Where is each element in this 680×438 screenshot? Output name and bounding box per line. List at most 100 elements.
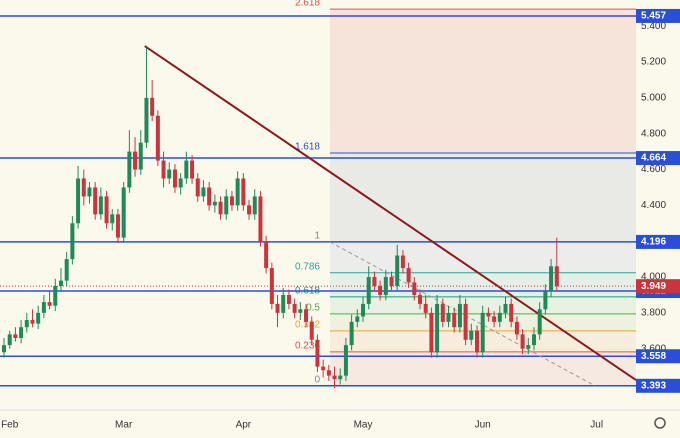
- fib-band: [329, 9, 636, 153]
- candle-body: [155, 115, 160, 161]
- candle-body: [549, 266, 554, 292]
- candle-body: [292, 303, 297, 313]
- candle-body: [218, 201, 223, 215]
- candle-body: [281, 294, 286, 313]
- candle-body: [150, 97, 155, 116]
- candle-body: [497, 312, 502, 322]
- candle-body: [172, 169, 177, 188]
- candle-body: [41, 302, 46, 313]
- candle-body: [19, 327, 24, 338]
- candle-body: [47, 302, 52, 306]
- fib-bands: [329, 9, 636, 386]
- y-tick-label: 3.600: [641, 343, 666, 354]
- candle-body: [264, 241, 269, 269]
- candle-body: [241, 178, 246, 206]
- candle-body: [70, 223, 75, 260]
- last-price-box: [636, 279, 680, 294]
- level-label: 3.393: [641, 380, 666, 391]
- y-tick-label: 4.400: [641, 200, 666, 211]
- x-tick-label: Apr: [236, 420, 252, 431]
- level-label-box: [636, 8, 680, 23]
- candle-body: [395, 255, 400, 286]
- x-tick-label: Mar: [115, 420, 133, 431]
- candle-body: [53, 285, 58, 306]
- candle-body: [30, 320, 35, 324]
- candle-body: [269, 268, 274, 304]
- candle-body: [127, 151, 132, 188]
- candle-body: [315, 339, 320, 367]
- fib-label: 0.786: [295, 261, 320, 272]
- candle-body: [475, 330, 479, 353]
- candle-body: [87, 187, 92, 197]
- candle-body: [509, 303, 514, 322]
- candle-body: [463, 303, 468, 340]
- level-label-box: [636, 349, 680, 364]
- candle-body: [361, 303, 366, 317]
- candle-body: [212, 201, 217, 206]
- candle-body: [332, 375, 337, 380]
- candle-body: [378, 285, 383, 295]
- candle-body: [429, 312, 434, 353]
- candle-body: [338, 375, 343, 380]
- dashed-trend-line: [329, 241, 596, 387]
- candle-body: [355, 316, 360, 322]
- candle-body: [452, 312, 457, 328]
- candle-body: [457, 303, 462, 328]
- candle-body: [7, 334, 12, 346]
- fib-band: [329, 152, 636, 242]
- candle-body: [304, 309, 309, 322]
- candle-body: [286, 294, 291, 304]
- x-tick-label: Jul: [590, 420, 603, 431]
- level-label: 3.558: [641, 351, 666, 362]
- candle-body: [64, 259, 69, 281]
- candle-body: [520, 334, 525, 349]
- fib-label: 0.5: [306, 303, 320, 314]
- level-label-box: [636, 378, 680, 393]
- candle-body: [480, 312, 485, 353]
- level-label: 4.196: [641, 237, 666, 248]
- candle-body: [446, 312, 451, 322]
- candle-body: [372, 277, 377, 286]
- candle-body: [423, 303, 428, 313]
- fib-label: 2.618: [295, 0, 320, 9]
- settings-icon[interactable]: [654, 417, 666, 429]
- candles: [1, 47, 559, 389]
- candle-body: [161, 160, 166, 179]
- candle-body: [400, 255, 405, 269]
- fib-label: 0.236: [295, 340, 320, 351]
- y-tick-label: 4.800: [641, 128, 666, 139]
- candle-body: [24, 320, 29, 328]
- candle-body: [190, 160, 195, 179]
- candle-body: [247, 205, 252, 215]
- fib-label: 0: [314, 374, 320, 385]
- candle-body: [93, 187, 98, 215]
- price-axis: [636, 0, 680, 438]
- candle-body: [36, 312, 41, 324]
- candle-body: [184, 160, 189, 179]
- candle-body: [440, 303, 445, 322]
- candle-body: [503, 303, 508, 313]
- candle-body: [138, 142, 143, 170]
- candle-body: [133, 151, 138, 170]
- candle-body: [81, 178, 86, 197]
- candle-body: [383, 277, 388, 295]
- level-label: 4.664: [641, 153, 666, 164]
- y-tick-label: 5.400: [641, 21, 666, 32]
- candle-body: [492, 316, 497, 322]
- candle-body: [406, 268, 411, 283]
- x-tick-label: May: [354, 420, 373, 431]
- candle-body: [526, 345, 531, 349]
- y-tick-label: 4.600: [641, 164, 666, 175]
- candle-body: [543, 291, 548, 310]
- candle-body: [104, 196, 109, 224]
- y-tick-label: 3.800: [641, 308, 666, 319]
- candle-body: [252, 196, 257, 215]
- candle-body: [531, 334, 536, 346]
- candle-body: [98, 196, 103, 215]
- y-tick-label: 5.000: [641, 92, 666, 103]
- level-label-box: [636, 234, 680, 249]
- candle-body: [554, 266, 559, 287]
- candle-body: [235, 178, 240, 206]
- candle-body: [326, 370, 331, 376]
